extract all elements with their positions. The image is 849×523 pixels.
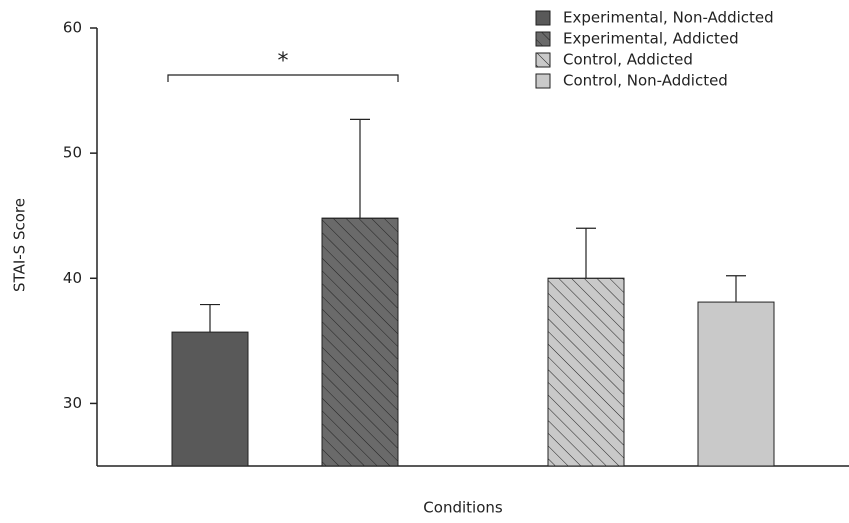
- legend-swatch: [536, 74, 550, 88]
- x-axis-label: Conditions: [423, 499, 503, 517]
- legend-label: Experimental, Addicted: [563, 30, 739, 48]
- y-tick-label: 30: [63, 394, 82, 412]
- legend-swatch-hatch: [536, 53, 550, 67]
- y-tick-label: 60: [63, 19, 82, 37]
- bar-hatch: [548, 278, 624, 466]
- significance-bracket: [168, 75, 398, 82]
- bar-hatch: [322, 218, 398, 466]
- chart: STAI-S Score Conditions * 30 40 50 60 Experi…: [0, 0, 849, 523]
- y-axis-label: STAI-S Score: [11, 198, 29, 292]
- legend-swatch-hatch: [536, 32, 550, 46]
- bar: [172, 332, 248, 466]
- y-tick-label: 40: [63, 269, 82, 287]
- y-tick-label: 50: [63, 144, 82, 162]
- legend-swatch: [536, 11, 550, 25]
- legend-label: Control, Addicted: [563, 51, 693, 69]
- legend-label: Control, Non-Addicted: [563, 72, 728, 90]
- significance-marker: *: [278, 49, 289, 74]
- legend-label: Experimental, Non-Addicted: [563, 9, 774, 27]
- bar: [698, 302, 774, 466]
